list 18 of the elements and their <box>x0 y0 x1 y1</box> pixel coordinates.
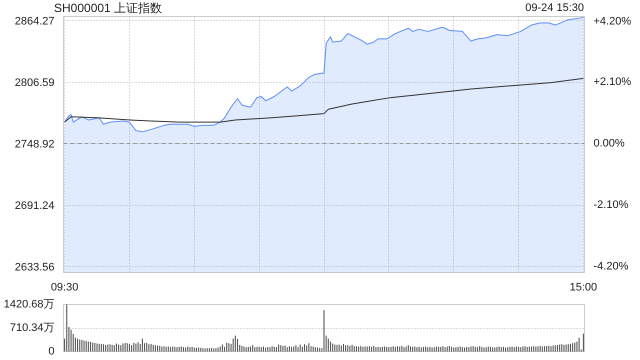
x-tick-label: 15:00 <box>570 282 598 294</box>
y-tick-label: 1420.68万 <box>4 298 55 310</box>
y2-tick-label: +4.20% <box>594 16 632 28</box>
y-tick-label: 2691.24 <box>14 200 55 212</box>
y-tick-label: 2748.92 <box>14 138 55 151</box>
y-tick-label: 2864.27 <box>14 15 55 28</box>
y-tick-label: 2633.56 <box>14 262 55 274</box>
x-tick-label: 09:30 <box>50 282 78 294</box>
y2-tick-label: -4.20% <box>594 260 629 273</box>
y-tick-label: 2806.59 <box>14 77 55 90</box>
y-tick-label: 0 <box>48 346 55 358</box>
y2-tick-label: +2.10% <box>594 76 632 88</box>
y2-tick-label: -2.10% <box>594 199 629 212</box>
chart-title: SH000001 上证指数 <box>54 1 162 16</box>
y2-tick-label: 0.00% <box>594 137 625 150</box>
text: 09-24 15:30 <box>525 1 584 16</box>
y-tick-label: 710.34万 <box>10 322 55 334</box>
line-series <box>64 78 584 123</box>
